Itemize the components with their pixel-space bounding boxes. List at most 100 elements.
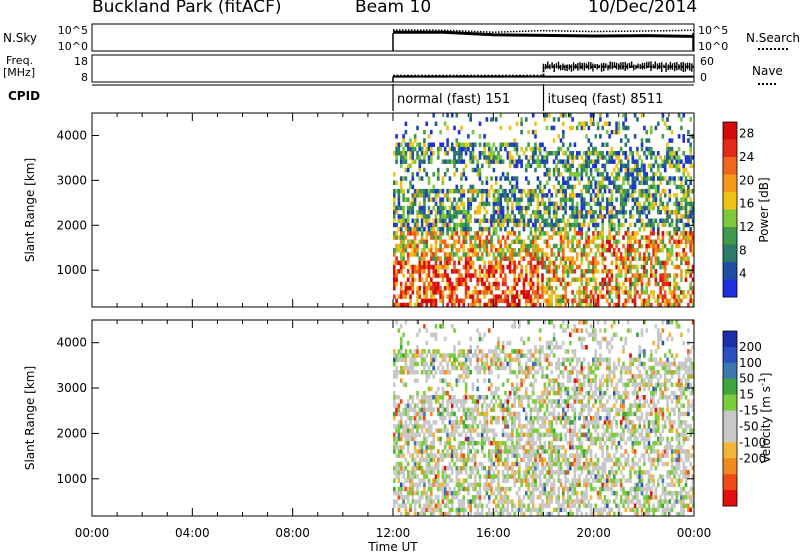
heatmap-cell	[439, 285, 442, 291]
heatmap-cell	[575, 172, 579, 177]
heatmap-cell	[483, 332, 486, 337]
heatmap-cell	[659, 264, 662, 270]
heatmap-cell	[633, 176, 637, 181]
heatmap-cell	[494, 201, 498, 207]
heatmap-cell	[395, 370, 398, 375]
heatmap-cell	[455, 424, 459, 429]
heatmap-cell	[399, 260, 403, 266]
heatmap-cell	[469, 201, 472, 207]
heatmap-cell	[531, 155, 535, 160]
heatmap-cell	[455, 470, 459, 475]
heatmap-cell	[668, 125, 672, 131]
heatmap-cell	[594, 210, 597, 215]
heatmap-cell	[596, 155, 600, 160]
heatmap-cell	[411, 210, 415, 215]
heatmap-cell	[601, 125, 604, 131]
heatmap-cell	[409, 428, 412, 433]
heatmap-cell	[506, 411, 510, 417]
heatmap-cell	[511, 403, 514, 408]
heatmap-cell	[603, 155, 607, 160]
heatmap-cell	[443, 445, 447, 450]
heatmap-cell	[629, 252, 632, 257]
heatmap-cell	[399, 184, 403, 190]
heatmap-cell	[589, 239, 593, 244]
heatmap-cell	[670, 146, 674, 152]
heatmap-cell	[624, 285, 628, 291]
heatmap-cell	[515, 201, 519, 207]
heatmap-cell	[481, 503, 484, 508]
heatmap-cell	[552, 138, 556, 143]
heatmap-cell	[684, 180, 688, 185]
heatmap-cell	[640, 210, 644, 215]
heatmap-cell	[411, 142, 415, 147]
heatmap-cell	[416, 155, 419, 160]
heatmap-cell	[680, 239, 683, 244]
heatmap-cell	[552, 243, 556, 249]
heatmap-cell	[587, 243, 591, 249]
heatmap-cell	[462, 478, 466, 483]
heatmap-cell	[501, 507, 505, 513]
heatmap-cell	[393, 285, 396, 291]
heatmap-cell	[680, 184, 683, 190]
heatmap-cell	[589, 298, 593, 304]
heatmap-cell	[513, 184, 516, 190]
heatmap-cell	[578, 121, 581, 126]
heatmap-cell	[529, 281, 533, 287]
heatmap-cell	[497, 499, 500, 504]
heatmap-cell	[543, 260, 547, 266]
heatmap-cell	[460, 503, 463, 508]
heatmap-cell	[531, 465, 535, 471]
heatmap-cell	[608, 121, 611, 126]
heatmap-cell	[689, 214, 692, 219]
heatmap-cell	[529, 243, 533, 249]
heatmap-cell	[550, 445, 553, 450]
heatmap-cell	[423, 298, 426, 304]
heatmap-cell	[490, 457, 493, 463]
heatmap-cell	[520, 290, 523, 295]
heatmap-cell	[393, 432, 396, 438]
heatmap-cell	[515, 159, 519, 164]
heatmap-cell	[487, 403, 491, 408]
heatmap-cell	[464, 142, 468, 147]
heatmap-cell	[406, 214, 410, 219]
heatmap-cell	[608, 294, 611, 299]
heatmap-cell	[411, 399, 415, 404]
heatmap-cell	[619, 197, 623, 202]
heatmap-cell	[471, 155, 475, 160]
heatmap-cell	[564, 193, 567, 198]
heatmap-cell	[450, 188, 454, 194]
heatmap-cell	[476, 495, 479, 500]
heatmap-cell	[555, 445, 558, 450]
heatmap-cell	[684, 235, 688, 240]
heatmap-cell	[631, 205, 635, 211]
station-title: Buckland Park (fitACF)	[92, 0, 282, 17]
heatmap-cell	[619, 285, 623, 291]
heatmap-cell	[529, 445, 533, 450]
heatmap-cell	[596, 214, 600, 219]
heatmap-cell	[448, 226, 452, 232]
heatmap-cell	[631, 256, 635, 261]
heatmap-cell	[515, 461, 519, 467]
heatmap-cell	[619, 159, 623, 164]
heatmap-cell	[487, 285, 491, 291]
heatmap-cell	[555, 167, 558, 173]
heatmap-cell	[633, 298, 637, 304]
heatmap-cell	[492, 193, 496, 198]
heatmap-cell	[395, 180, 398, 185]
heatmap-cell	[687, 210, 690, 215]
heatmap-cell	[469, 273, 472, 278]
heatmap-cell	[531, 424, 535, 429]
heatmap-cell	[643, 302, 646, 308]
heatmap-cell	[492, 142, 496, 147]
heatmap-cell	[462, 403, 466, 408]
heatmap-cell	[413, 474, 417, 479]
heatmap-cell	[657, 256, 660, 261]
heatmap-cell	[647, 210, 651, 215]
heatmap-cell	[413, 507, 417, 513]
heatmap-cell	[527, 465, 530, 471]
heatmap-cell	[513, 252, 516, 257]
heatmap-cell	[420, 395, 424, 400]
heatmap-cell	[673, 290, 676, 295]
heatmap-cell	[432, 511, 435, 517]
heatmap-cell	[650, 201, 653, 207]
